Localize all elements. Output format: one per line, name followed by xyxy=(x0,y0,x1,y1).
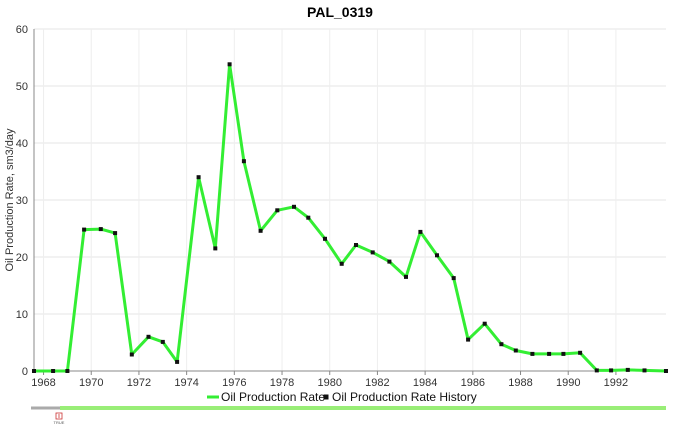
data-point-history xyxy=(160,339,165,344)
legend-marker-swatch xyxy=(323,394,329,400)
data-point-history xyxy=(642,368,647,373)
data-point-history xyxy=(625,367,630,372)
data-point-history xyxy=(354,243,358,247)
data-point-history xyxy=(32,369,36,373)
y-tick-label: 0 xyxy=(22,366,28,378)
x-tick-label: 1984 xyxy=(413,377,437,389)
y-tick-label: 40 xyxy=(16,138,28,150)
data-point-history xyxy=(451,276,456,281)
y-tick-label: 60 xyxy=(16,24,28,36)
data-point-history xyxy=(113,231,118,236)
data-point-history xyxy=(499,342,504,347)
data-point-history xyxy=(51,369,56,373)
x-tick-label: 1980 xyxy=(317,377,341,389)
legend-label-oil-production-rate: Oil Production Rate xyxy=(221,390,325,404)
x-tick-labels: 1968 1970 1972 1974 1976 1978 1980 1982 1984 1986… xyxy=(31,371,628,389)
series-oil-production-rate-history xyxy=(32,62,668,373)
data-point-history xyxy=(306,215,311,220)
grid-lines xyxy=(34,28,666,372)
data-point-history xyxy=(513,348,518,353)
x-tick-label: 1988 xyxy=(508,377,532,389)
data-point-history xyxy=(435,253,439,258)
x-tick-label: 1978 xyxy=(270,377,294,389)
data-point-history xyxy=(323,236,327,241)
x-tick-label: 1976 xyxy=(222,377,246,389)
x-tick-label: 1974 xyxy=(174,377,198,389)
data-point-history xyxy=(664,369,668,373)
x-tick-label: 1970 xyxy=(79,377,103,389)
data-point-history xyxy=(466,337,471,342)
data-point-history xyxy=(578,350,583,355)
data-point-history xyxy=(65,369,70,373)
data-point-history xyxy=(609,368,614,373)
data-point-history xyxy=(275,208,280,213)
data-point-history xyxy=(146,334,151,339)
y-tick-label: 50 xyxy=(16,81,28,93)
series-oil-production-rate xyxy=(34,62,667,373)
x-tick-label: 1968 xyxy=(31,377,55,389)
data-point-history xyxy=(175,359,180,364)
chart-title: PAL_0319 xyxy=(307,4,373,20)
y-tick-labels: 0 10 20 30 40 50 60 xyxy=(16,24,28,378)
x-tick-label: 1972 xyxy=(127,377,151,389)
navigator-track[interactable] xyxy=(31,406,66,410)
data-point-history xyxy=(561,351,566,356)
series-line-oil-production-rate xyxy=(34,62,667,373)
data-point-history xyxy=(530,351,535,356)
data-point-history xyxy=(482,321,487,326)
navigator-handle-icon[interactable] xyxy=(55,412,63,420)
navigator-handle-label: TRUE xyxy=(54,420,65,425)
x-tick-label: 1986 xyxy=(461,377,485,389)
data-point-history xyxy=(418,229,423,234)
data-point-history xyxy=(387,259,392,264)
x-tick-label: 1982 xyxy=(365,377,389,389)
data-point-history xyxy=(129,352,134,357)
data-point-history xyxy=(404,274,408,279)
data-point-history xyxy=(370,250,375,255)
data-point-history xyxy=(547,351,552,356)
data-point-history xyxy=(82,227,87,232)
y-tick-label: 30 xyxy=(16,195,28,207)
legend: Oil Production Rate Oil Production Rate … xyxy=(207,390,477,404)
x-tick-label: 1990 xyxy=(556,377,580,389)
x-tick-label: 1992 xyxy=(604,377,628,389)
data-point-history xyxy=(241,159,246,164)
range-navigator[interactable]: TRUE xyxy=(31,406,666,425)
data-point-history xyxy=(594,368,599,373)
navigator-selected-range[interactable] xyxy=(60,406,666,410)
data-point-history xyxy=(258,228,263,233)
y-tick-label: 20 xyxy=(16,252,28,264)
data-point-history xyxy=(339,261,344,266)
data-point-history xyxy=(227,62,232,67)
legend-label-oil-production-rate-history: Oil Production Rate History xyxy=(332,390,477,404)
data-point-history xyxy=(292,204,296,209)
data-point-history xyxy=(213,246,218,251)
y-axis-label: Oil Production Rate, sm3/day xyxy=(4,128,16,272)
data-point-history xyxy=(98,227,103,232)
data-point-history xyxy=(196,175,201,180)
y-tick-label: 10 xyxy=(16,309,28,321)
